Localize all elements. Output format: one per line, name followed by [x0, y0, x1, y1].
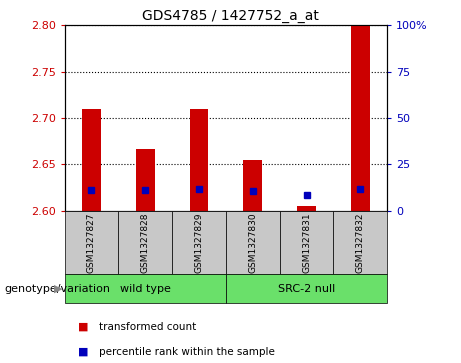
Text: ■: ■: [78, 322, 89, 332]
Text: percentile rank within the sample: percentile rank within the sample: [99, 347, 275, 357]
Text: genotype/variation: genotype/variation: [5, 284, 111, 294]
Bar: [351, 25, 370, 211]
Text: GDS4785 / 1427752_a_at: GDS4785 / 1427752_a_at: [142, 9, 319, 23]
Text: GSM1327828: GSM1327828: [141, 212, 150, 273]
Bar: [243, 160, 262, 211]
Bar: [82, 109, 101, 211]
Text: GSM1327827: GSM1327827: [87, 212, 96, 273]
Bar: [189, 109, 208, 211]
Text: ■: ■: [78, 347, 89, 357]
Text: ▶: ▶: [54, 284, 62, 294]
Text: wild type: wild type: [120, 284, 171, 294]
Bar: [297, 206, 316, 211]
Text: GSM1327830: GSM1327830: [248, 212, 257, 273]
Text: GSM1327829: GSM1327829: [195, 212, 203, 273]
Text: GSM1327831: GSM1327831: [302, 212, 311, 273]
Text: SRC-2 null: SRC-2 null: [278, 284, 335, 294]
Bar: [136, 148, 154, 211]
Text: GSM1327832: GSM1327832: [356, 212, 365, 273]
Text: transformed count: transformed count: [99, 322, 196, 332]
